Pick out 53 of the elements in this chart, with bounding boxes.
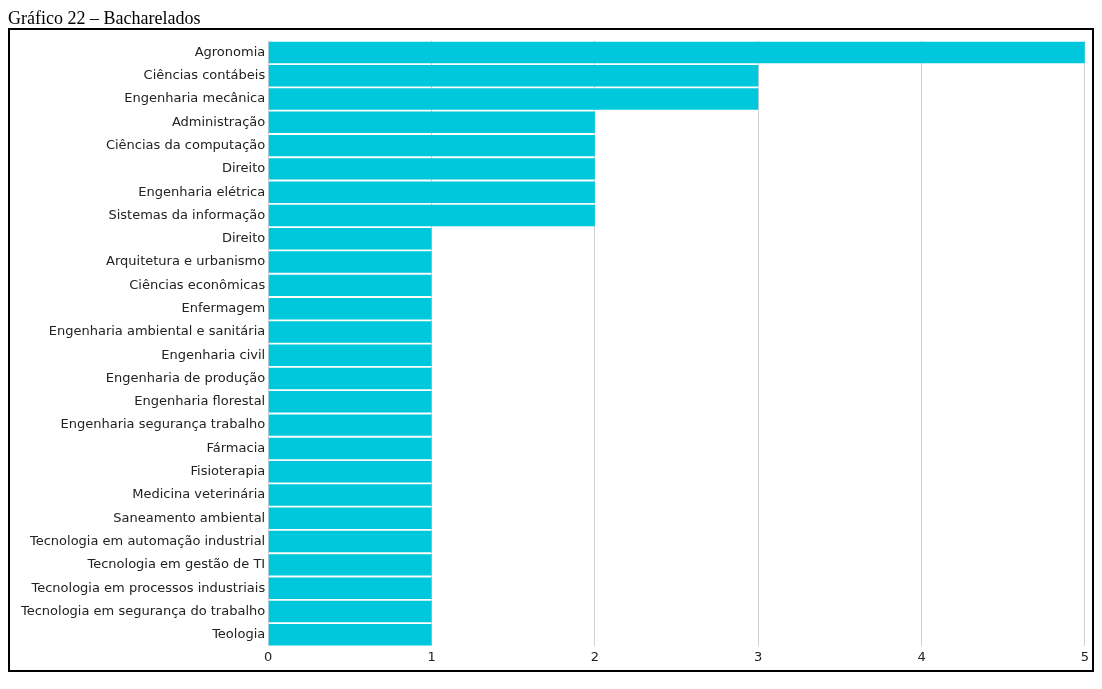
bar (268, 204, 595, 227)
bar (268, 111, 595, 134)
y-tick-label: Engenharia elétrica (138, 183, 266, 199)
x-tick-label: 0 (264, 648, 273, 664)
y-tick-label: Tecnologia em gestão de TI (86, 556, 266, 572)
x-tick-label: 2 (590, 648, 600, 664)
y-tick-label: Engenharia civil (161, 346, 266, 362)
y-tick-label: Sistemas da informação (108, 206, 266, 222)
text: Gráfico 22 – Bacharelados (8, 8, 202, 28)
bar (268, 88, 759, 110)
bar (268, 600, 432, 623)
bar (268, 484, 432, 506)
bar (268, 530, 432, 553)
y-tick-label: Tecnologia em processos industriais (30, 579, 266, 595)
bar (268, 65, 759, 87)
y-tick-label: Teologia (211, 626, 266, 642)
bar (268, 251, 432, 273)
bar (268, 297, 432, 320)
x-tick-label: 1 (427, 648, 436, 664)
y-tick-label: Direito (221, 160, 266, 176)
y-tick-label: Engenharia florestal (134, 393, 266, 409)
bar (268, 437, 432, 460)
y-tick-label: Fármacia (206, 439, 266, 455)
x-tick-label: 3 (754, 648, 763, 664)
y-tick-label: Ciências contábeis (143, 67, 266, 83)
y-tick-label: Arquitetura e urbanismo (106, 253, 266, 269)
y-tick-label: Saneamento ambiental (113, 509, 266, 525)
bar (268, 507, 432, 530)
bar (268, 460, 432, 483)
y-tick-label: Fisioterapia (190, 463, 266, 479)
y-tick-label: Ciências econômicas (129, 276, 266, 292)
y-tick-label: Enfermagem (181, 300, 266, 316)
x-tick-label: 4 (917, 648, 926, 664)
y-tick-label: Tecnologia em segurança do trabalho (19, 602, 266, 618)
bar (268, 274, 432, 297)
y-tick-label: Administração (171, 113, 266, 129)
x-tick-label: 5 (1080, 648, 1090, 664)
y-tick-label: Engenharia segurança trabalho (60, 416, 266, 432)
bar (268, 344, 432, 366)
y-tick-label: Engenharia de produção (105, 369, 266, 385)
y-tick-label: Agronomia (194, 43, 266, 59)
y-tick-label: Direito (221, 230, 266, 246)
y-tick-label: Engenharia ambiental e sanitária (48, 323, 266, 339)
y-tick-label: Tecnologia em automação industrial (28, 532, 266, 548)
bar (268, 321, 432, 343)
bar (268, 367, 432, 390)
y-tick-label: Engenharia mecânica (124, 90, 266, 106)
bar (268, 134, 595, 157)
y-tick-label: Medicina veterinária (132, 486, 266, 502)
y-tick-label: Ciências da computação (105, 136, 266, 152)
bar (268, 41, 1085, 64)
bar (268, 228, 432, 250)
bar (268, 624, 432, 646)
